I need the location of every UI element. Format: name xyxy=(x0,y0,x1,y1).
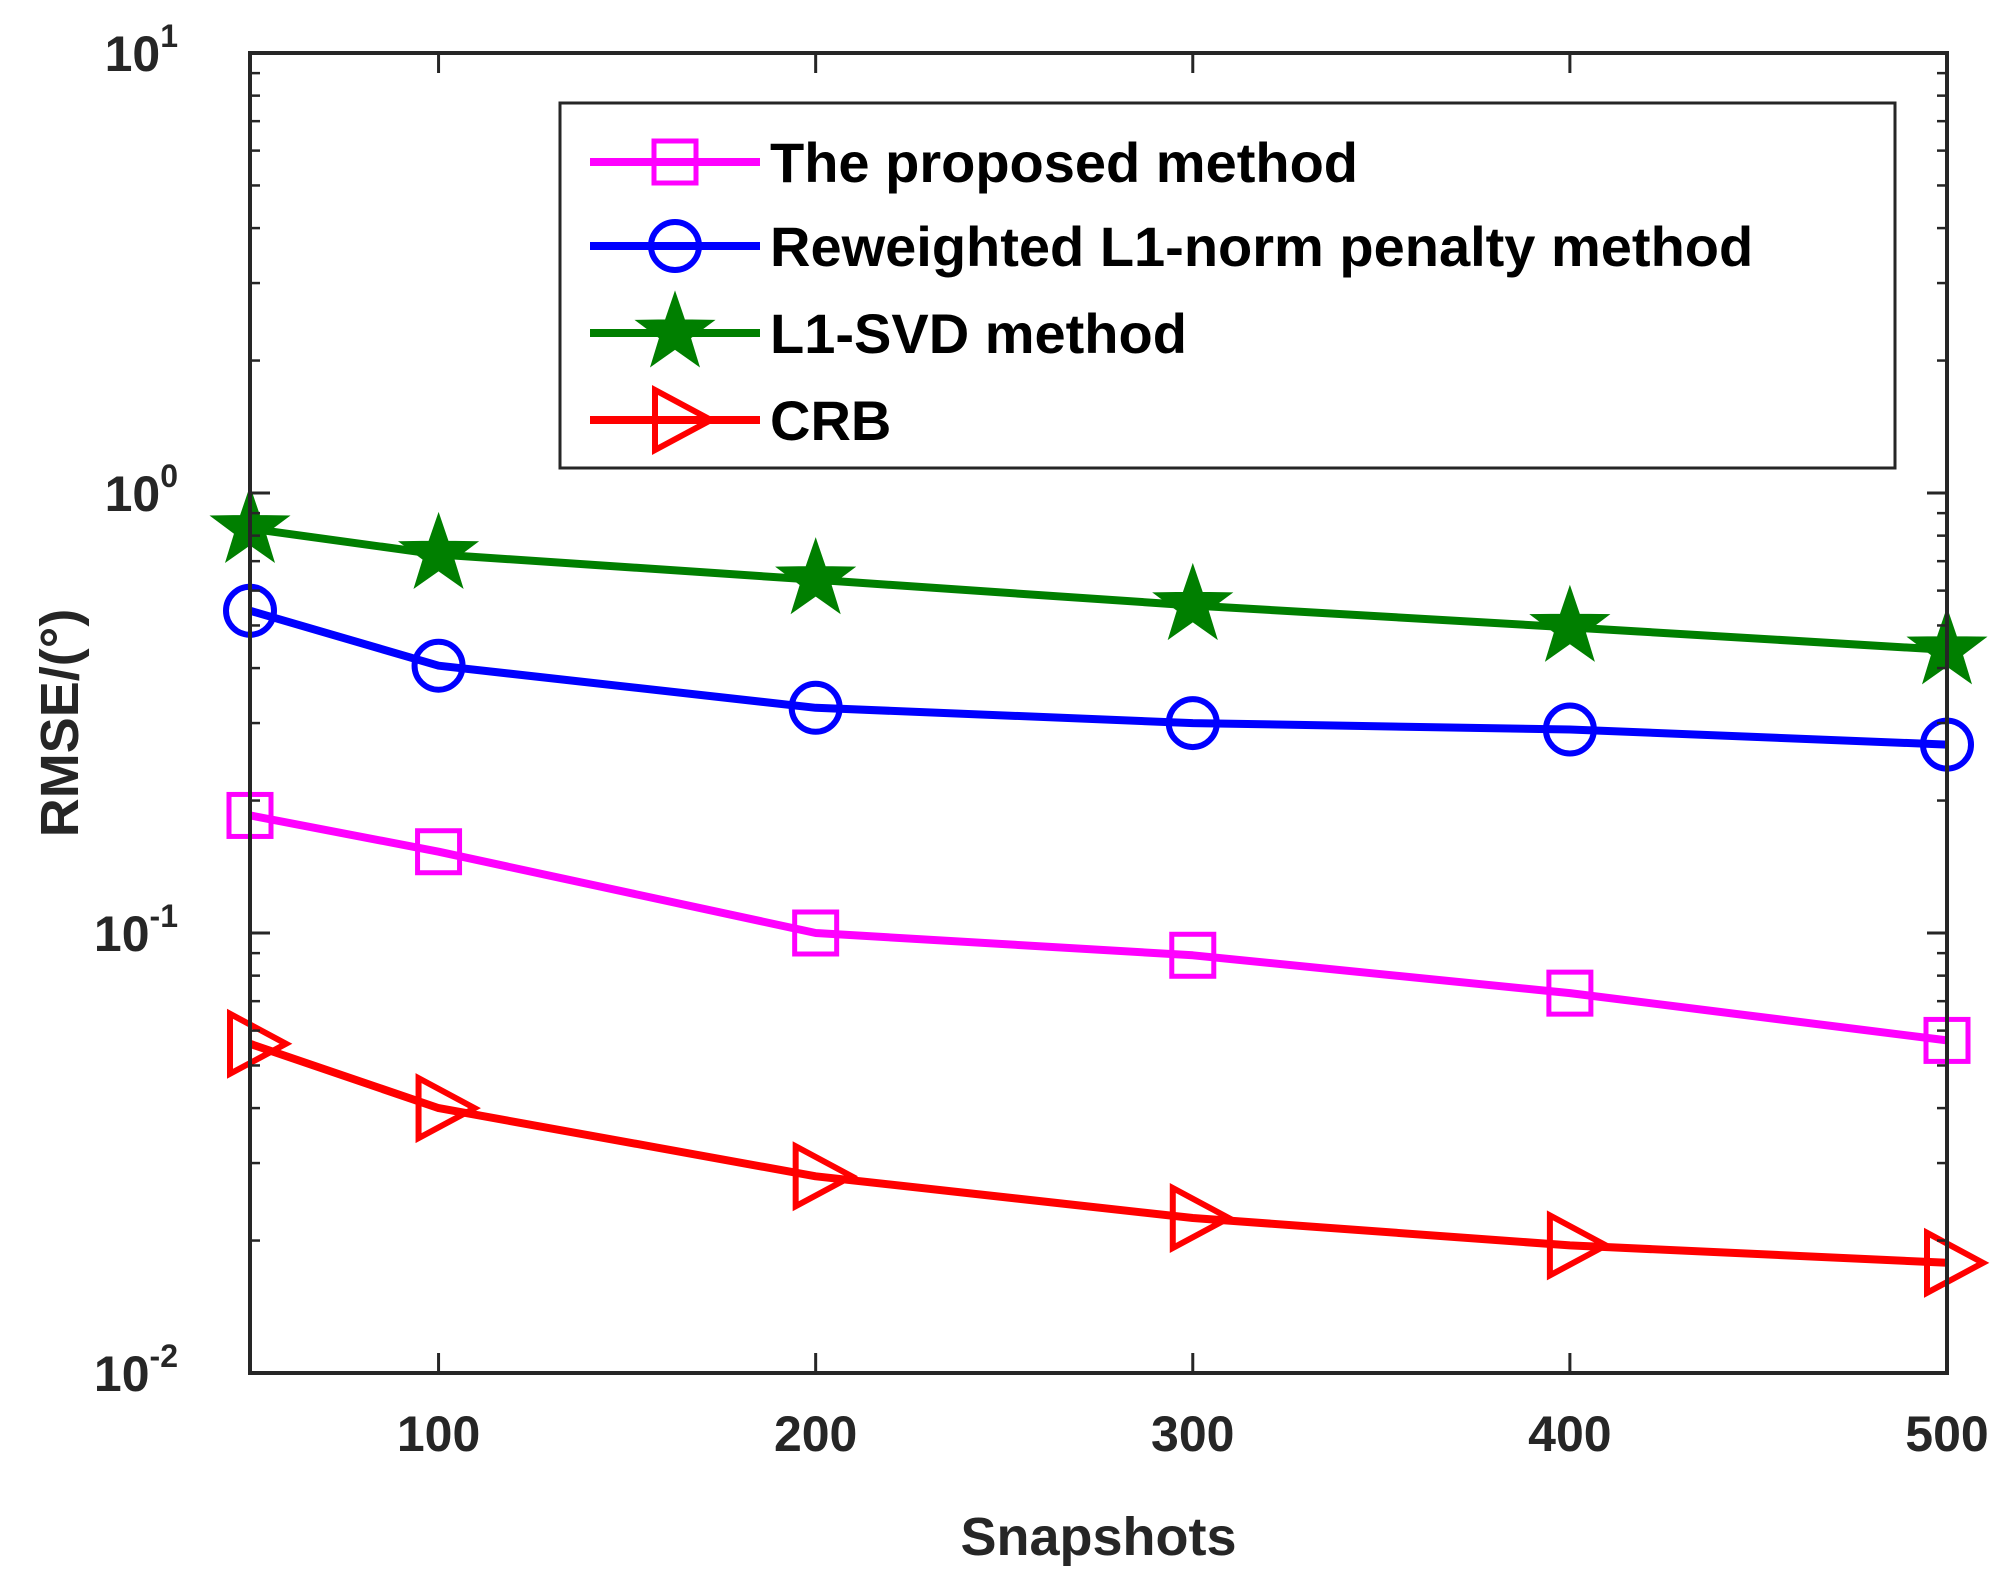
series-line xyxy=(248,1040,1948,1267)
y-tick-exponent: -1 xyxy=(150,898,178,934)
x-tick-label: 400 xyxy=(1528,1406,1611,1462)
x-tick-label: 500 xyxy=(1905,1406,1988,1462)
data-point-circle xyxy=(788,680,843,735)
data-point-triangle-right xyxy=(1924,1227,1990,1298)
series-line xyxy=(249,811,1948,1045)
y-tick-label: 101 xyxy=(105,18,178,82)
legend-box xyxy=(558,101,1897,470)
y-tick-exponent: -2 xyxy=(150,1338,178,1374)
series-line xyxy=(249,524,1948,654)
data-point-triangle-right xyxy=(227,1008,293,1079)
x-tick-label: 100 xyxy=(397,1406,480,1462)
series-crb xyxy=(227,1008,1990,1298)
y-tick-base: 10 xyxy=(105,466,161,522)
legend-marker-triangle-right xyxy=(652,384,718,456)
y-tick-label: 100 xyxy=(105,458,178,522)
y-tick-label: 10-1 xyxy=(94,898,178,962)
legend-item: L1-SVD method xyxy=(590,290,1187,368)
legend-marker-square xyxy=(651,138,699,186)
x-axis-title: Snapshots xyxy=(960,1507,1236,1567)
data-point-circle xyxy=(411,638,466,693)
series-line xyxy=(248,606,1948,749)
legend-label: L1-SVD method xyxy=(770,302,1187,365)
data-point-triangle-right xyxy=(415,1073,481,1144)
data-point-square xyxy=(415,828,463,876)
legend-label: The proposed method xyxy=(770,131,1358,194)
legend-marker-star xyxy=(634,290,716,368)
y-tick-base: 10 xyxy=(105,26,161,82)
legend-label: Reweighted L1-norm penalty method xyxy=(770,215,1753,278)
y-tick-exponent: 0 xyxy=(160,458,178,494)
y-tick-base: 10 xyxy=(94,906,150,962)
data-point-circle xyxy=(1165,696,1220,751)
data-point-star xyxy=(775,537,857,615)
x-tick-label: 200 xyxy=(774,1406,857,1462)
y-tick-base: 10 xyxy=(94,1346,150,1402)
data-point-square xyxy=(1546,969,1594,1017)
legend-label: CRB xyxy=(770,389,891,452)
data-point-circle xyxy=(1542,702,1597,757)
legend-item: Reweighted L1-norm penalty method xyxy=(590,215,1753,278)
y-tick-exponent: 1 xyxy=(160,18,178,54)
legend-item: The proposed method xyxy=(590,131,1358,194)
data-point-square xyxy=(792,909,840,957)
plot-frame xyxy=(248,51,1949,1375)
y-axis-title: RMSE/(°) xyxy=(30,609,90,838)
data-point-square xyxy=(1169,931,1217,979)
data-point-star xyxy=(1152,562,1234,641)
data-point-triangle-right xyxy=(1546,1210,1613,1281)
legend-item: CRB xyxy=(590,384,891,456)
data-point-triangle-right xyxy=(1169,1183,1236,1254)
data-point-star xyxy=(1529,584,1611,662)
data-point-star xyxy=(397,511,480,589)
y-tick-label: 10-2 xyxy=(94,1338,178,1402)
data-point-triangle-right xyxy=(792,1141,859,1212)
legend-marker-circle xyxy=(648,219,702,273)
x-tick-label: 300 xyxy=(1151,1406,1234,1462)
